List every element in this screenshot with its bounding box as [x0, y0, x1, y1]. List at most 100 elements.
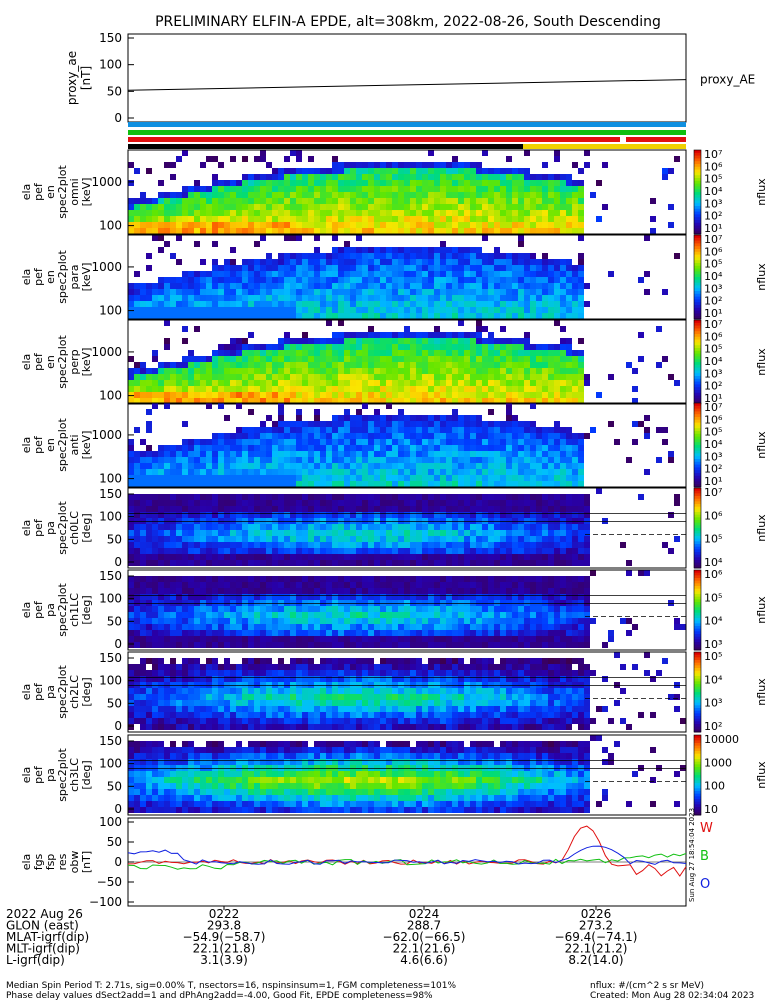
heatmap-cell	[200, 162, 206, 168]
heatmap-cell	[470, 524, 476, 530]
heatmap-cell	[416, 198, 422, 204]
heatmap-cell	[350, 332, 356, 338]
heatmap-cell	[368, 415, 374, 421]
heatmap-cell	[404, 392, 410, 398]
heatmap-cell	[254, 518, 260, 524]
heatmap-cell	[482, 392, 488, 398]
heatmap-cell	[500, 512, 506, 518]
colorbar-segment	[694, 257, 701, 261]
heatmap-cell	[128, 548, 134, 554]
heatmap-cell	[572, 451, 578, 457]
heatmap-cell	[218, 451, 224, 457]
heatmap-cell	[134, 506, 140, 512]
heatmap-cell	[470, 386, 476, 392]
heatmap-cell	[446, 421, 452, 427]
heatmap-cell	[284, 588, 290, 594]
heatmap-cell	[140, 594, 146, 600]
heatmap-cell	[182, 368, 188, 374]
colorbar-segment	[694, 522, 701, 526]
heatmap-cell	[302, 295, 308, 301]
heatmap-cell	[176, 380, 182, 386]
heatmap-cell	[380, 253, 386, 259]
heatmap-cell	[338, 475, 344, 481]
heatmap-cell	[302, 277, 308, 283]
heatmap-cell	[134, 222, 140, 228]
heatmap-cell	[482, 344, 488, 350]
heatmap-cell	[356, 271, 362, 277]
heatmap-cell	[218, 198, 224, 204]
heatmap-cell	[320, 265, 326, 271]
heatmap-cell	[482, 362, 488, 368]
heatmap-cell	[530, 283, 536, 289]
heatmap-cell	[254, 475, 260, 481]
heatmap-cell	[290, 186, 296, 192]
heatmap-cell	[386, 350, 392, 356]
heatmap-cell	[332, 518, 338, 524]
heatmap-cell	[140, 210, 146, 216]
heatmap-cell	[428, 362, 434, 368]
heatmap-cell	[314, 576, 320, 582]
heatmap-cell	[320, 445, 326, 451]
heatmap-cell	[464, 536, 470, 542]
heatmap-cell	[128, 630, 134, 636]
heatmap-cell	[266, 457, 272, 463]
heatmap-cell	[236, 506, 242, 512]
heatmap-cell	[416, 439, 422, 445]
heatmap-cell	[440, 192, 446, 198]
heatmap-cell	[212, 216, 218, 222]
heatmap-cell	[542, 500, 548, 506]
heatmap-cell	[158, 445, 164, 451]
heatmap-cell	[530, 386, 536, 392]
heatmap-cell	[218, 283, 224, 289]
heatmap-cell	[128, 392, 134, 398]
heatmap-cell	[164, 600, 170, 606]
colorbar-frame	[693, 149, 702, 235]
heatmap-cell	[188, 554, 194, 560]
heatmap-cell	[404, 530, 410, 536]
heatmap-cell	[560, 338, 566, 344]
heatmap-cell	[182, 295, 188, 301]
heatmap-cell	[356, 277, 362, 283]
heatmap-cell	[434, 463, 440, 469]
heatmap-cell	[542, 451, 548, 457]
heatmap-cell	[500, 277, 506, 283]
heatmap-cell	[176, 313, 182, 319]
heatmap-cell	[434, 247, 440, 253]
heatmap-cell	[428, 500, 434, 506]
heatmap-cell	[350, 524, 356, 530]
heatmap-cell	[296, 554, 302, 560]
heatmap-cell	[350, 588, 356, 594]
heatmap-cell	[218, 210, 224, 216]
heatmap-cell	[506, 174, 512, 180]
heatmap-cell	[146, 588, 152, 594]
heatmap-cell	[248, 265, 254, 271]
heatmap-cell	[248, 439, 254, 445]
heatmap-cell	[326, 380, 332, 386]
heatmap-cell	[242, 500, 248, 506]
heatmap-cell	[314, 612, 320, 618]
heatmap-cell	[620, 542, 626, 548]
heatmap-cell	[398, 180, 404, 186]
heatmap-cell	[368, 247, 374, 253]
heatmap-cell	[344, 180, 350, 186]
heatmap-cell	[410, 536, 416, 542]
heatmap-cell	[326, 536, 332, 542]
heatmap-cell	[278, 271, 284, 277]
heatmap-cell	[368, 162, 374, 168]
heatmap-cell	[188, 588, 194, 594]
heatmap-cell	[506, 445, 512, 451]
heatmap-cell	[386, 283, 392, 289]
heatmap-cell	[428, 560, 434, 566]
colorbar-segment	[694, 481, 701, 485]
heatmap-cell	[392, 313, 398, 319]
heatmap-cell	[170, 536, 176, 542]
heatmap-cell	[164, 307, 170, 313]
heatmap-cell	[230, 600, 236, 606]
heatmap-cell	[230, 271, 236, 277]
heatmap-cell	[308, 168, 314, 174]
heatmap-cell	[200, 560, 206, 566]
heatmap-cell	[548, 222, 554, 228]
heatmap-cell	[194, 494, 200, 500]
heatmap-cell	[278, 642, 284, 648]
heatmap-cell	[296, 524, 302, 530]
